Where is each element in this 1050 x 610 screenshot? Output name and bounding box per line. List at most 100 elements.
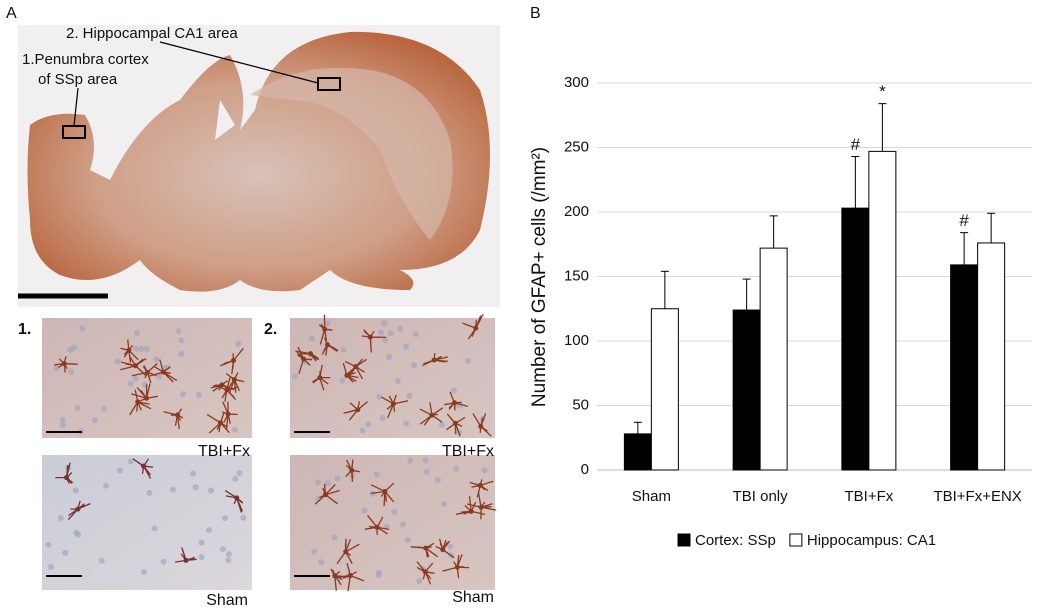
astrocyte-body bbox=[452, 400, 458, 406]
nucleus bbox=[47, 563, 54, 570]
astrocyte-body bbox=[144, 369, 150, 375]
nucleus bbox=[153, 356, 160, 363]
callout-line bbox=[159, 41, 319, 84]
nucleus bbox=[79, 325, 86, 332]
astrocyte-body bbox=[225, 411, 231, 417]
nucleus bbox=[331, 534, 338, 541]
astrocyte bbox=[54, 356, 78, 373]
nucleus bbox=[381, 320, 388, 327]
astrocyte-body bbox=[477, 482, 483, 488]
nucleus bbox=[75, 531, 82, 538]
astrocyte-body bbox=[468, 508, 474, 514]
nucleus bbox=[481, 467, 488, 474]
nucleus bbox=[59, 416, 66, 423]
nucleus bbox=[231, 426, 238, 433]
nucleus bbox=[178, 337, 185, 344]
nucleus bbox=[236, 470, 243, 477]
nucleus bbox=[403, 343, 410, 350]
inset-image bbox=[290, 455, 495, 590]
astrocyte-body bbox=[382, 488, 388, 494]
nucleus bbox=[375, 572, 382, 579]
significance-mark: # bbox=[959, 211, 969, 230]
astrocyte-body bbox=[473, 325, 479, 331]
nucleus bbox=[114, 358, 121, 365]
nucleus bbox=[156, 373, 163, 380]
nucleus bbox=[412, 330, 419, 337]
astrocyte bbox=[132, 458, 153, 479]
bar bbox=[977, 242, 1006, 471]
astrocyte-body bbox=[454, 564, 460, 570]
nucleus bbox=[205, 527, 212, 534]
nucleus bbox=[133, 345, 140, 352]
astrocyte-body bbox=[126, 347, 132, 353]
astrocyte bbox=[148, 359, 178, 383]
nucleus bbox=[127, 380, 134, 387]
astrocyte-body bbox=[219, 382, 225, 388]
nucleus bbox=[361, 507, 368, 514]
cells bbox=[45, 313, 497, 592]
inset-image bbox=[42, 318, 252, 438]
astrocyte bbox=[296, 346, 313, 374]
x-tick-label: TBI+Fx+ENX bbox=[933, 488, 1021, 505]
inset-number: 2. bbox=[264, 321, 277, 338]
bar bbox=[650, 308, 679, 471]
legend-label: Hippocampus: CA1 bbox=[807, 532, 936, 549]
nucleus bbox=[103, 482, 110, 489]
astrocyte bbox=[361, 329, 387, 353]
nucleus bbox=[387, 330, 394, 337]
nucleus bbox=[308, 335, 315, 342]
astrocyte bbox=[422, 353, 448, 367]
legend-swatch bbox=[789, 533, 803, 547]
nucleus bbox=[190, 470, 197, 477]
nucleus bbox=[416, 577, 423, 584]
nucleus bbox=[240, 514, 247, 521]
nucleus bbox=[423, 468, 430, 475]
astrocyte-body bbox=[429, 412, 435, 418]
astrocyte-body bbox=[234, 495, 240, 501]
astrocyte-body bbox=[324, 342, 330, 348]
y-axis-label: Number of GFAP+ cells (/mm²) bbox=[529, 147, 550, 407]
nucleus bbox=[132, 375, 139, 382]
nucleus bbox=[379, 415, 386, 422]
nucleus bbox=[91, 417, 98, 424]
astrocyte-body bbox=[317, 375, 323, 381]
x-tick-label: TBI only bbox=[733, 488, 789, 505]
nucleus bbox=[175, 328, 182, 335]
legend-label: Cortex: SSp bbox=[695, 532, 776, 549]
astrocyte-body bbox=[367, 334, 373, 340]
astrocyte bbox=[410, 542, 438, 558]
astrocyte-body bbox=[349, 467, 355, 473]
nucleus bbox=[339, 377, 346, 384]
astrocyte bbox=[163, 408, 184, 430]
nucleus bbox=[140, 568, 147, 575]
inset-label: Sham bbox=[206, 592, 248, 609]
nucleus bbox=[138, 345, 145, 352]
nucleus bbox=[400, 521, 407, 528]
nucleus bbox=[406, 392, 413, 399]
nucleus bbox=[198, 539, 205, 546]
astrocyte-body bbox=[160, 369, 166, 375]
nucleus bbox=[403, 420, 410, 427]
y-tick-label: 150 bbox=[564, 267, 589, 284]
astrocyte bbox=[469, 479, 494, 498]
astrocyte-body bbox=[355, 407, 361, 413]
y-tick-label: 200 bbox=[564, 203, 589, 220]
astrocyte bbox=[318, 314, 333, 345]
astrocyte bbox=[295, 350, 319, 362]
astrocyte-body bbox=[390, 401, 396, 407]
inset-number: 1. bbox=[18, 321, 31, 338]
nucleus bbox=[151, 525, 158, 532]
astrocyte bbox=[370, 482, 395, 507]
nucleus bbox=[397, 325, 404, 332]
astrocyte-body bbox=[133, 363, 139, 369]
significance-mark: # bbox=[851, 135, 861, 154]
astrocyte bbox=[381, 394, 409, 419]
nucleus bbox=[192, 484, 199, 491]
astrocyte bbox=[225, 372, 245, 394]
callout: of SSp area bbox=[38, 71, 118, 88]
nucleus bbox=[232, 475, 239, 482]
astrocyte-body bbox=[322, 326, 328, 332]
nucleus bbox=[134, 329, 141, 336]
nucleus bbox=[53, 365, 60, 372]
y-tick-label: 250 bbox=[564, 138, 589, 155]
